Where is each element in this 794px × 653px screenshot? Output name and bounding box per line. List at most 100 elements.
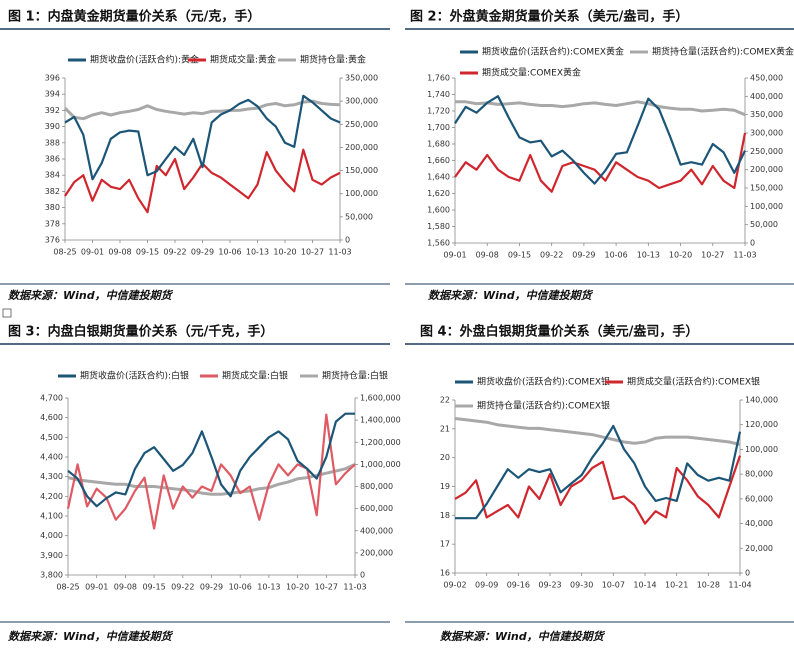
y-tick-label: 396	[45, 74, 60, 83]
x-tick-label: 11-03	[343, 583, 366, 592]
x-tick-label: 10-20	[273, 248, 296, 257]
series-line	[454, 455, 742, 525]
y-tick-label: 394	[45, 90, 60, 99]
source-note: 数据来源：Wind，中信建投期货	[428, 289, 594, 302]
y2-tick-label: 120,000	[745, 420, 778, 429]
y-tick-label: 1,620	[427, 189, 450, 198]
y-tick-label: 19	[440, 482, 450, 491]
y2-tick-label: 200,000	[750, 165, 783, 174]
y-tick-label: 1,760	[427, 74, 450, 83]
x-tick-label: 10-13	[257, 583, 280, 592]
x-tick-label: 11-04	[728, 581, 751, 590]
x-tick-label: 10-28	[697, 581, 720, 590]
y2-tick-label: 80,000	[745, 470, 773, 479]
series-line	[454, 95, 746, 185]
y-tick-label: 20	[440, 453, 450, 462]
legend-label: 期货成交量:COMEX黄金	[482, 67, 581, 79]
y-tick-label: 4,700	[40, 394, 63, 403]
x-tick-label: 08-25	[56, 583, 79, 592]
x-tick-label: 10-14	[633, 581, 656, 590]
y-tick-label: 380	[45, 203, 60, 212]
series-line	[454, 132, 747, 193]
y-tick-label: 382	[45, 187, 60, 196]
series-line	[455, 100, 746, 117]
x-tick-label: 11-03	[733, 251, 756, 260]
legend-label: 期货成交量:黄金	[210, 54, 276, 66]
y-tick-label: 390	[45, 122, 60, 131]
x-tick-label: 10-27	[701, 251, 724, 260]
y-tick-label: 376	[45, 236, 60, 245]
y-tick-label: 1,680	[427, 140, 450, 149]
series-line	[67, 463, 356, 496]
y2-tick-label: 150,000	[345, 166, 378, 175]
y2-tick-label: 600,000	[360, 504, 393, 513]
y-tick-label: 1,660	[427, 156, 450, 165]
x-tick-label: 09-15	[508, 251, 531, 260]
y-tick-label: 4,200	[40, 492, 63, 501]
source-note: 数据来源：Wind，中信建投期货	[8, 630, 174, 643]
y-tick-label: 4,100	[40, 512, 63, 521]
y-tick-label: 17	[440, 540, 450, 549]
x-tick-label: 10-20	[669, 251, 692, 260]
y-tick-label: 1,560	[427, 239, 450, 248]
y2-tick-label: 350,000	[345, 74, 378, 83]
y2-tick-label: 40,000	[745, 519, 773, 528]
y-tick-label: 16	[440, 569, 450, 578]
x-tick-label: 09-01	[81, 248, 104, 257]
legend-label: 期货收盘价(活跃合约):黄金	[90, 54, 199, 66]
y2-tick-label: 250,000	[750, 147, 783, 156]
y-tick-label: 4,600	[40, 413, 63, 422]
y2-tick-label: 150,000	[750, 184, 783, 193]
x-tick-label: 10-06	[218, 248, 241, 257]
y2-tick-label: 300,000	[345, 97, 378, 106]
y2-tick-label: 140,000	[745, 396, 778, 405]
y2-tick-label: 100,000	[745, 445, 778, 454]
y-tick-label: 1,600	[427, 206, 450, 215]
y2-tick-label: 50,000	[750, 220, 778, 229]
y2-tick-label: 250,000	[345, 120, 378, 129]
chart-title: 图 1：内盘黄金期货量价关系（元/克，手）	[8, 9, 260, 25]
x-tick-label: 10-13	[637, 251, 660, 260]
x-tick-label: 09-09	[475, 581, 498, 590]
y-tick-label: 1,640	[427, 173, 450, 182]
x-tick-label: 09-22	[540, 251, 563, 260]
series-line	[63, 99, 341, 121]
y2-tick-label: 20,000	[745, 544, 773, 553]
x-tick-label: 11-03	[328, 248, 351, 257]
chart-title: 图 3：内盘白银期货量价关系（元/千克，手）	[8, 324, 273, 340]
y-tick-label: 386	[45, 155, 60, 164]
x-tick-label: 09-08	[108, 248, 131, 257]
y2-tick-label: 400,000	[750, 92, 783, 101]
x-tick-label: 09-08	[476, 251, 499, 260]
y2-tick-label: 60,000	[745, 494, 773, 503]
y-tick-label: 4,500	[40, 433, 63, 442]
legend-label: 期货持仓量:黄金	[300, 54, 366, 66]
series-line	[64, 148, 341, 214]
chart-title: 图 2：外盘黄金期货量价关系（美元/盎司，手）	[410, 9, 688, 25]
y-tick-label: 1,720	[427, 107, 450, 116]
y-tick-label: 21	[440, 424, 450, 433]
legend-label: 期货持仓量(活跃合约):COMEX黄金	[652, 46, 794, 58]
x-tick-label: 09-08	[114, 583, 137, 592]
y-tick-label: 384	[45, 171, 60, 180]
y2-tick-label: 400,000	[360, 526, 393, 535]
x-tick-label: 09-29	[572, 251, 595, 260]
x-tick-label: 10-27	[315, 583, 338, 592]
y2-tick-label: 450,000	[750, 74, 783, 83]
x-tick-label: 09-22	[171, 583, 194, 592]
y2-tick-label: 1,400,000	[360, 416, 401, 425]
y2-tick-label: 200,000	[345, 143, 378, 152]
x-tick-label: 09-29	[200, 583, 223, 592]
y2-tick-label: 1,600,000	[360, 394, 401, 403]
y-tick-label: 22	[440, 396, 450, 405]
x-tick-label: 09-30	[570, 581, 593, 590]
x-tick-label: 09-15	[136, 248, 159, 257]
legend-label: 期货成交量:白银	[222, 370, 288, 382]
y2-tick-label: 0	[345, 236, 350, 245]
series-line	[64, 94, 341, 181]
x-tick-label: 09-15	[142, 583, 165, 592]
y2-tick-label: 1,000,000	[360, 460, 401, 469]
x-tick-label: 09-01	[443, 251, 466, 260]
y-tick-label: 18	[440, 511, 450, 520]
chart-title: 图 4：外盘白银期货量价关系（美元/盎司，手）	[420, 324, 698, 340]
